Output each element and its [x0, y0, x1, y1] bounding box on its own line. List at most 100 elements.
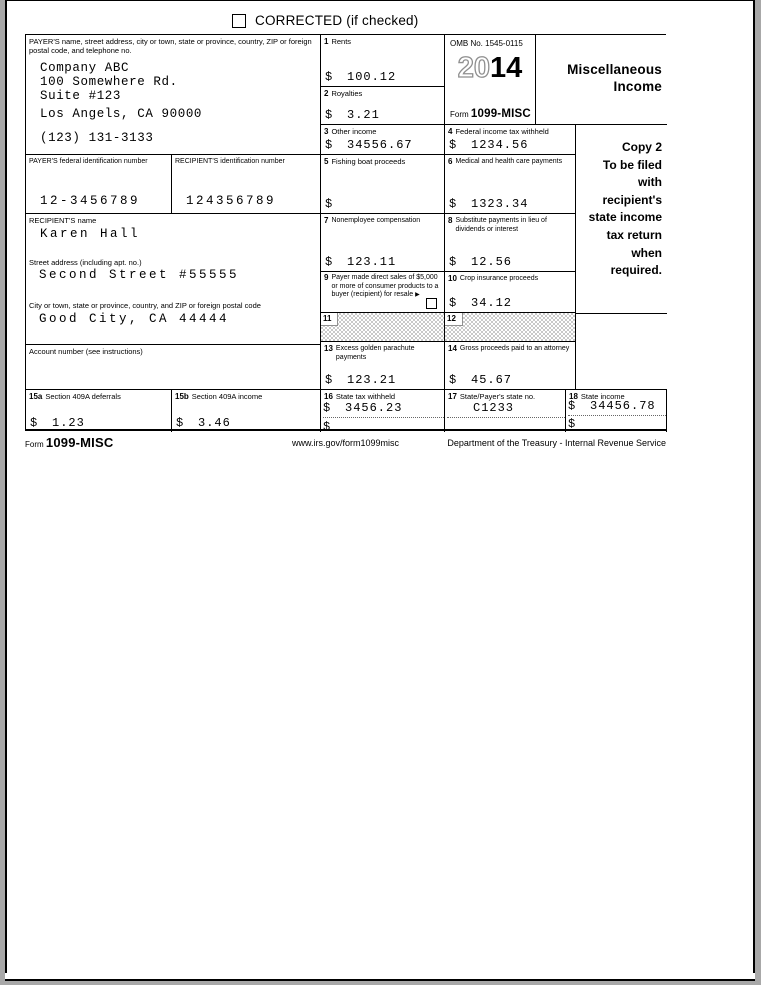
dollar-sign: $ [325, 255, 333, 269]
box-12-shaded: 12 [445, 313, 576, 342]
box-3-other-income: 3 Other income $34556.67 [321, 125, 445, 155]
box-11-shaded: 11 [321, 313, 445, 342]
corrected-label: CORRECTED (if checked) [255, 13, 419, 28]
recipient-id-cell: RECIPIENT'S identification number 124356… [172, 155, 321, 214]
recipient-id-label: RECIPIENT'S identification number [175, 158, 285, 165]
box-9-resale-checkbox[interactable] [426, 298, 437, 309]
payer-info-label: PAYER'S name, street address, city or to… [29, 37, 312, 55]
box-10-label: 10 Crop insurance proceeds [448, 274, 539, 283]
footer-department: Department of the Treasury - Internal Re… [447, 438, 666, 448]
recipient-name: Karen Hall [40, 227, 141, 241]
box-2-royalties: 2 Royalties $3.21 [321, 87, 445, 125]
box-16-amount: $3456.23 [323, 401, 444, 418]
box-17-state-number: 17 State/Payer's state no. C1233 [445, 390, 566, 432]
payer-line: Suite #123 [40, 89, 122, 103]
omb-number: OMB No. 1545-0115 [450, 39, 523, 48]
box-18-state-income: 18 State income $34456.78 $ [566, 390, 667, 432]
box-13-label: 13 Excess golden parachute payments [324, 344, 415, 361]
box-13-golden-parachute: 13 Excess golden parachute payments $123.… [321, 342, 445, 390]
dollar-sign: $ [449, 197, 457, 211]
dollar-sign: $ [323, 401, 331, 415]
box-2-amount: $3.21 [325, 108, 380, 122]
box-17-label: 17 State/Payer's state no. [448, 392, 536, 401]
payer-line: Los Angels, CA 90000 [40, 107, 203, 121]
payer-line: 100 Somewhere Rd. [40, 75, 178, 89]
box-14-amount: $45.67 [449, 373, 513, 387]
box-17-value: C1233 [447, 401, 565, 418]
box-7-nonemployee-comp: 7 Nonemployee compensation $123.11 [321, 214, 445, 272]
corrected-checkbox[interactable] [232, 14, 246, 28]
box-13-amount: $123.21 [325, 373, 397, 387]
footer-form-number: Form 1099-MISC [25, 435, 114, 450]
box-1-label: 1 Rents [324, 37, 352, 46]
box-6-label: 6 Medical and health care payments [448, 157, 563, 166]
arrow-right-icon: ▶ [415, 292, 420, 299]
box-9-label: 9 Payer made direct sales of $5,000 or mo… [324, 273, 439, 299]
box-4-federal-tax: 4 Federal income tax withheld $1234.56 [445, 125, 576, 155]
dollar-sign: $ [449, 255, 457, 269]
box-12-number: 12 [445, 313, 463, 326]
box-18-amount-2: $ [568, 417, 666, 434]
box-4-label: 4 Federal income tax withheld [448, 127, 549, 136]
dollar-sign: $ [323, 420, 331, 434]
dollar-sign: $ [568, 399, 576, 413]
recipient-name-label: RECIPIENT'S name [29, 216, 97, 225]
box-8-amount: $12.56 [449, 255, 513, 269]
dollar-sign: $ [449, 373, 457, 387]
copy-column-spacer [576, 314, 667, 390]
dollar-sign: $ [325, 108, 333, 122]
dollar-sign: $ [325, 373, 333, 387]
box-14-label: 14 Gross proceeds paid to an attorney [448, 344, 570, 353]
dollar-sign: $ [325, 138, 333, 152]
box-1-amount: $100.12 [325, 70, 397, 84]
footer-irs-url: www.irs.gov/form1099misc [291, 438, 400, 448]
omb-year-cell: OMB No. 1545-0115 2014 Form 1099-MISC [445, 35, 536, 125]
copy-2-note: Copy 2 To be filed with recipient's stat… [576, 125, 667, 314]
box-5-label: 5 Fishing boat proceeds [324, 157, 406, 166]
form-1099-misc: PAYER'S name, street address, city or to… [25, 34, 667, 434]
box-15a-409a-deferrals: 15a Section 409A deferrals $1.23 [26, 390, 172, 432]
account-number-cell: Account number (see instructions) [26, 345, 321, 390]
box-5-amount: $ [325, 197, 439, 211]
document-page: CORRECTED (if checked) PAYER'S name, str… [5, 0, 755, 981]
box-6-medical-payments: 6 Medical and health care payments $1323.… [445, 155, 576, 214]
box-9-direct-sales: 9 Payer made direct sales of $5,000 or mo… [321, 272, 445, 313]
box-6-amount: $1323.34 [449, 197, 529, 211]
dollar-sign: $ [449, 296, 457, 310]
box-15b-409a-income: 15b Section 409A income $3.46 [172, 390, 321, 432]
box-15b-amount: $3.46 [176, 416, 231, 430]
dollar-sign: $ [325, 197, 333, 211]
box-1-rents: 1 Rents $100.12 [321, 35, 445, 87]
payer-phone: (123) 131-3133 [40, 131, 154, 145]
city-value: Good City, CA 44444 [39, 312, 230, 326]
street-label: Street address (including apt. no.) [29, 258, 142, 267]
dollar-sign: $ [568, 417, 576, 431]
box-16-label: 16 State tax withheld [324, 392, 396, 401]
box-8-label: 8 Substitute payments in lieu of dividend… [448, 216, 547, 233]
box-10-amount: $34.12 [449, 296, 513, 310]
payer-line: Company ABC [40, 61, 130, 75]
form-title: Miscellaneous Income [536, 35, 667, 125]
box-15a-amount: $1.23 [30, 416, 85, 430]
dollar-sign: $ [449, 138, 457, 152]
box-7-amount: $123.11 [325, 255, 397, 269]
dollar-sign: $ [325, 70, 333, 84]
payer-id-label: PAYER'S federal identification number [29, 158, 148, 165]
box-4-amount: $1234.56 [449, 138, 529, 152]
account-number-label: Account number (see instructions) [29, 347, 143, 356]
box-3-label: 3 Other income [324, 127, 377, 136]
box-2-label: 2 Royalties [324, 89, 363, 98]
box-14-attorney-proceeds: 14 Gross proceeds paid to an attorney $45… [445, 342, 576, 390]
box-18-amount: $34456.78 [568, 399, 666, 416]
payer-info-cell: PAYER'S name, street address, city or to… [26, 35, 321, 155]
form-number: Form 1099-MISC [450, 108, 531, 120]
box-15a-label: 15a Section 409A deferrals [29, 392, 121, 401]
form-footer: Form 1099-MISC www.irs.gov/form1099misc … [25, 435, 666, 451]
payer-address: Company ABC 100 Somewhere Rd. Suite #123… [40, 61, 202, 145]
city-label: City or town, state or province, country… [29, 301, 261, 310]
tax-year: 2014 [457, 52, 523, 84]
payer-id-value: 12-3456789 [40, 194, 141, 208]
box-15b-label: 15b Section 409A income [175, 392, 263, 401]
box-3-amount: $34556.67 [325, 138, 413, 152]
payer-id-cell: PAYER'S federal identification number 12… [26, 155, 172, 214]
